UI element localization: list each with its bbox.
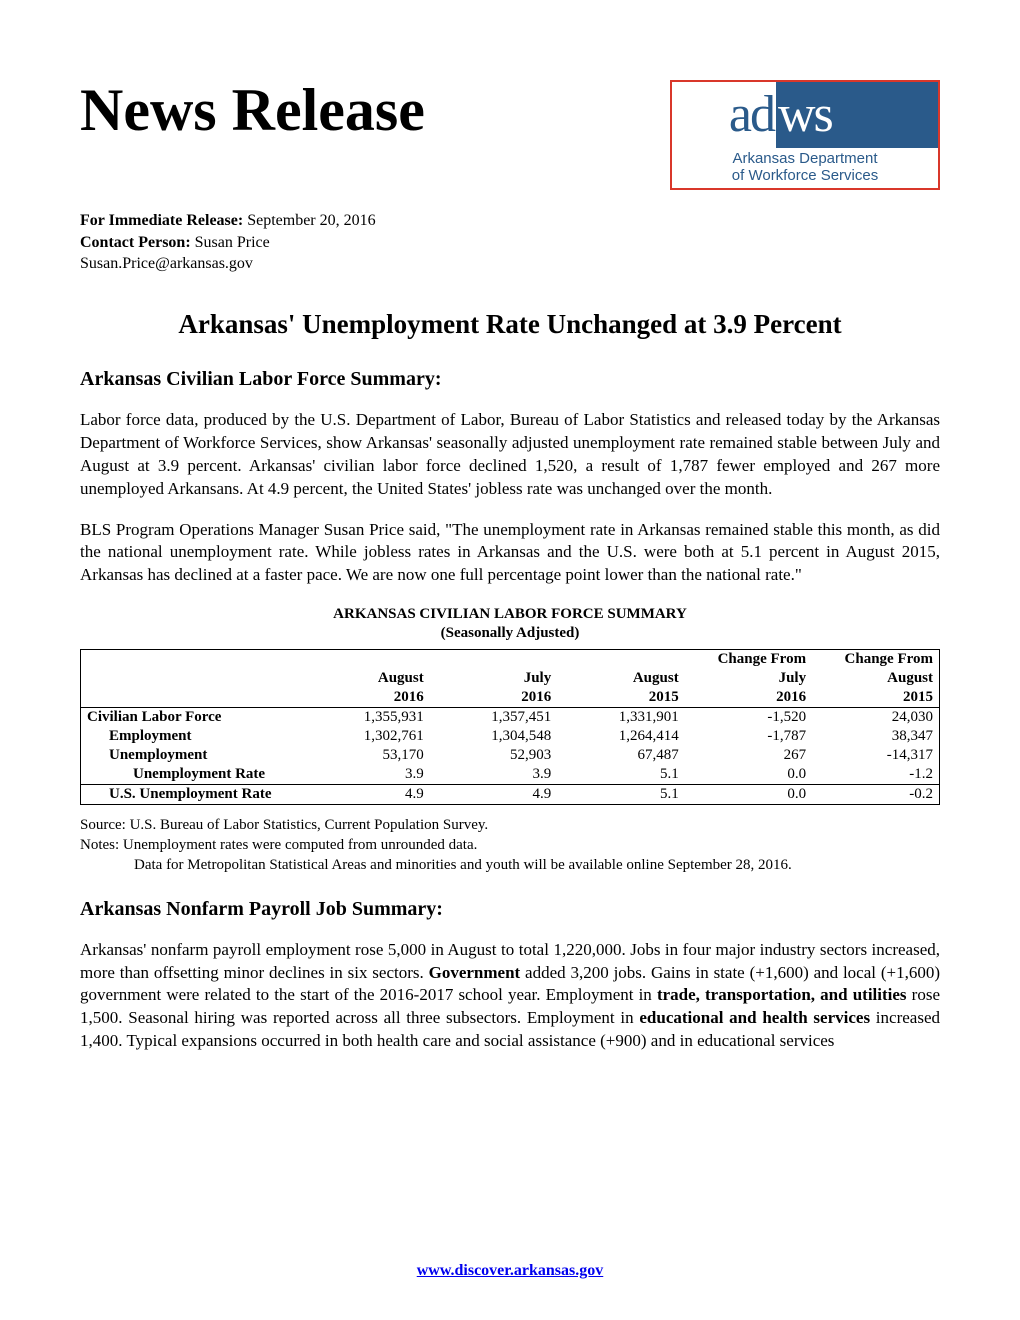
page-title: News Release [80,80,425,140]
email-line: Susan.Price@arkansas.gov [80,253,940,275]
release-line: For Immediate Release: September 20, 201… [80,210,940,232]
s2p1-gov: Government [429,963,521,982]
table-body: Civilian Labor Force 1,355,931 1,357,451… [81,707,940,804]
col1-top [430,649,557,669]
row1-v1: 1,304,548 [430,727,557,746]
row1-v2: 1,264,414 [557,727,684,746]
row2-v2: 67,487 [557,746,684,765]
row1-v3: -1,787 [685,727,812,746]
section1-para2: BLS Program Operations Manager Susan Pri… [80,519,940,588]
note-1: Notes: Unemployment rates were computed … [80,835,940,855]
row2-v3: 267 [685,746,812,765]
col4-bot: 2015 [812,688,939,708]
col0-top [300,649,429,669]
section2-para1: Arkansas' nonfarm payroll employment ros… [80,939,940,1054]
col0-mid: August [300,669,429,688]
row2-v1: 52,903 [430,746,557,765]
logo-line1: Arkansas Department [732,150,877,167]
note-2: Data for Metropolitan Statistical Areas … [80,855,940,875]
header: News Release ad ws Arkansas Department o… [80,80,940,190]
logo-subtitle: Arkansas Department of Workforce Service… [672,148,938,185]
labor-force-table: Change From Change From August July Augu… [80,649,940,805]
col3-bot: 2016 [685,688,812,708]
logo-line2: of Workforce Services [732,167,878,184]
table-notes: Source: U.S. Bureau of Labor Statistics,… [80,815,940,876]
row4-v3: 0.0 [685,784,812,804]
table-row: Civilian Labor Force 1,355,931 1,357,451… [81,707,940,727]
table-row: Unemployment Rate 3.9 3.9 5.1 0.0 -1.2 [81,765,940,785]
table-row: U.S. Unemployment Rate 4.9 4.9 5.1 0.0 -… [81,784,940,804]
row3-v1: 3.9 [430,765,557,785]
col4-top: Change From [812,649,939,669]
table-row: Employment 1,302,761 1,304,548 1,264,414… [81,727,940,746]
section2-heading: Arkansas Nonfarm Payroll Job Summary: [80,898,940,921]
discover-link[interactable]: www.discover.arkansas.gov [417,1262,604,1279]
col0-bot: 2016 [300,688,429,708]
contact-name: Susan Price [191,234,270,251]
row2-v4: -14,317 [812,746,939,765]
contact-label: Contact Person: [80,234,191,251]
col2-top [557,649,684,669]
release-meta: For Immediate Release: September 20, 201… [80,210,940,275]
row0-v3: -1,520 [685,707,812,727]
row3-v0: 3.9 [300,765,429,785]
row0-v1: 1,357,451 [430,707,557,727]
s2p1-edu: educational and health services [639,1008,870,1027]
col3-mid: July [685,669,812,688]
note-source: Source: U.S. Bureau of Labor Statistics,… [80,815,940,835]
row1-v4: 38,347 [812,727,939,746]
row3-v3: 0.0 [685,765,812,785]
row1-label: Employment [81,727,301,746]
logo-acronym-right: ws [776,82,938,148]
row3-v4: -1.2 [812,765,939,785]
col1-bot: 2016 [430,688,557,708]
release-label: For Immediate Release: [80,212,243,229]
row0-v2: 1,331,901 [557,707,684,727]
row0-v4: 24,030 [812,707,939,727]
row0-label: Civilian Labor Force [81,707,301,727]
row3-label: Unemployment Rate [81,765,301,785]
logo-acronym-left: ad [672,82,776,148]
row0-v0: 1,355,931 [300,707,429,727]
row2-label: Unemployment [81,746,301,765]
section1-para1: Labor force data, produced by the U.S. D… [80,409,940,501]
row4-v4: -0.2 [812,784,939,804]
col3-top: Change From [685,649,812,669]
table-row: Unemployment 53,170 52,903 67,487 267 -1… [81,746,940,765]
release-date: September 20, 2016 [243,212,375,229]
col1-mid: July [430,669,557,688]
adws-logo: ad ws Arkansas Department of Workforce S… [670,80,940,190]
row2-v0: 53,170 [300,746,429,765]
row4-v2: 5.1 [557,784,684,804]
table-title-line1: ARKANSAS CIVILIAN LABOR FORCE SUMMARY [333,606,687,622]
table-head: Change From Change From August July Augu… [81,649,940,707]
row4-v1: 4.9 [430,784,557,804]
col2-mid: August [557,669,684,688]
s2p1-trade: trade, transportation, and utilities [657,985,907,1004]
contact-line: Contact Person: Susan Price [80,232,940,254]
headline: Arkansas' Unemployment Rate Unchanged at… [80,309,940,340]
footer-link: www.discover.arkansas.gov [0,1262,1020,1280]
table-title-line2: (Seasonally Adjusted) [441,625,580,641]
section1-heading: Arkansas Civilian Labor Force Summary: [80,368,940,391]
row1-v0: 1,302,761 [300,727,429,746]
row4-v0: 4.9 [300,784,429,804]
col4-mid: August [812,669,939,688]
row3-v2: 5.1 [557,765,684,785]
logo-acronym: ad ws [672,82,938,148]
row4-label: U.S. Unemployment Rate [81,784,301,804]
col2-bot: 2015 [557,688,684,708]
table-title: ARKANSAS CIVILIAN LABOR FORCE SUMMARY (S… [80,605,940,643]
